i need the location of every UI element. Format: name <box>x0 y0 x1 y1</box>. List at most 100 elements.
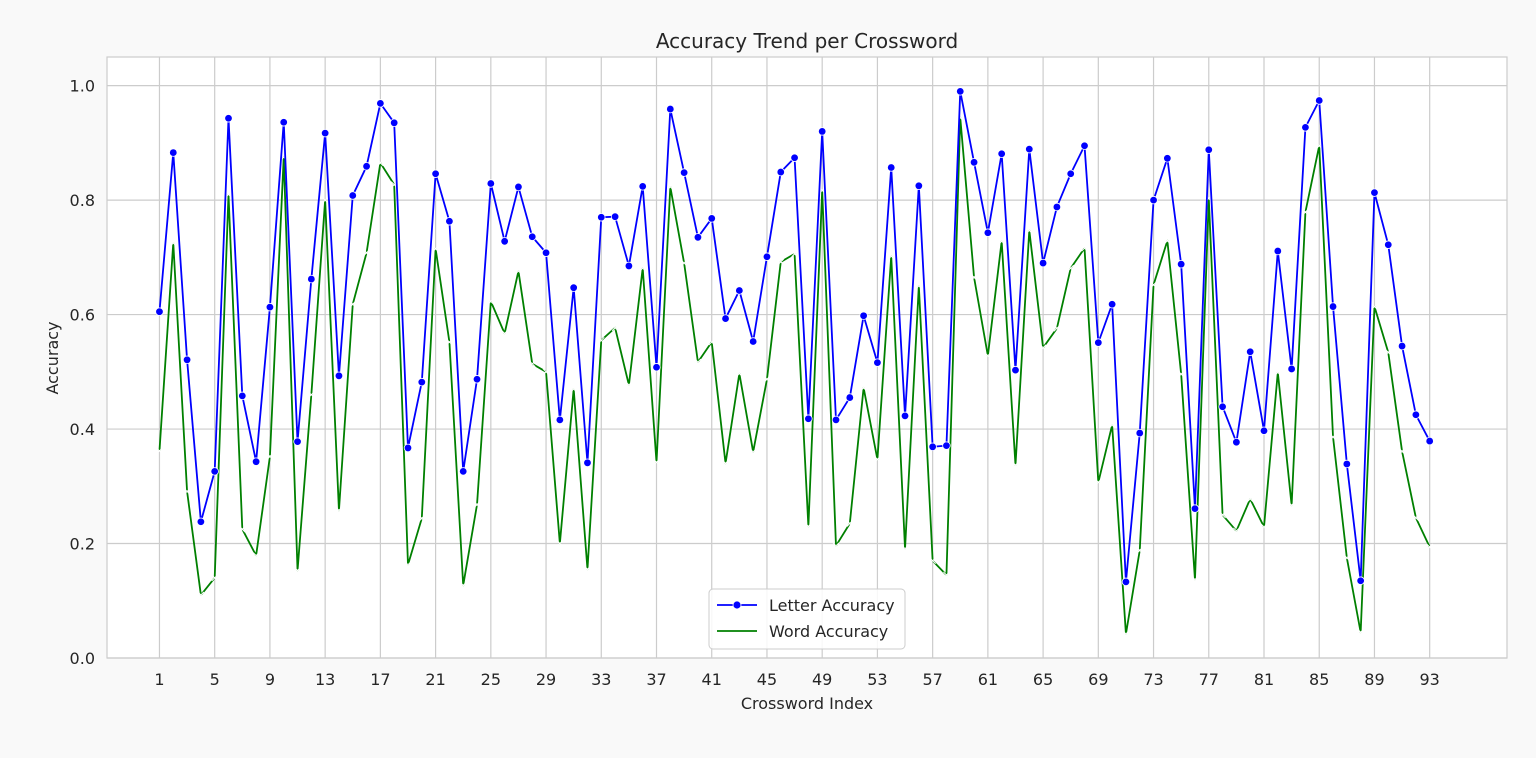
word-accuracy-point <box>584 565 591 573</box>
series-layer <box>155 87 1434 638</box>
letter-accuracy-point <box>748 337 758 346</box>
word-accuracy-point <box>1274 369 1282 376</box>
letter-accuracy-point <box>817 127 827 136</box>
word-accuracy-point <box>694 358 702 366</box>
letter-accuracy-point <box>1066 169 1075 178</box>
word-accuracy-point <box>874 456 881 463</box>
letter-accuracy-point <box>666 104 675 114</box>
letter-accuracy-point <box>1080 141 1089 150</box>
letter-accuracy-point <box>265 302 275 312</box>
letter-accuracy-point <box>721 314 730 323</box>
word-accuracy-point <box>446 338 453 346</box>
letter-accuracy-point <box>1384 240 1393 249</box>
letter-accuracy-point <box>486 179 496 188</box>
word-accuracy-point <box>404 561 412 569</box>
word-accuracy-point <box>998 237 1006 245</box>
word-accuracy-point <box>266 453 274 460</box>
word-accuracy-point <box>1163 237 1171 245</box>
word-accuracy-point <box>418 514 426 522</box>
letter-accuracy-point <box>900 411 910 421</box>
letter-accuracy-point <box>597 213 606 222</box>
word-accuracy-point <box>777 258 785 266</box>
word-accuracy-point <box>1260 523 1268 531</box>
word-accuracy-point <box>887 252 895 260</box>
tick-labels: 1 5 9 13 17 21 25 29 33 37 41 45 49 53 57 61 65 69 73 77 81 8… <box>70 77 1440 689</box>
legend-frame <box>708 588 906 650</box>
x-tick-label: 93 <box>1420 670 1440 689</box>
word-accuracy-point <box>197 591 205 599</box>
letter-accuracy-point <box>541 248 551 257</box>
word-accuracy-point <box>1025 227 1033 234</box>
letter-accuracy-point <box>514 182 523 192</box>
letter-accuracy-point <box>182 355 192 364</box>
x-tick-label: 77 <box>1199 670 1219 689</box>
word-accuracy-point <box>556 540 564 547</box>
letter-accuracy-point <box>459 467 468 476</box>
letter-accuracy-point <box>997 149 1006 158</box>
letter-accuracy-point <box>1038 258 1048 268</box>
word-accuracy-point <box>487 298 495 305</box>
word-accuracy-point <box>639 264 647 272</box>
word-accuracy-point <box>1191 576 1199 583</box>
word-accuracy-point <box>1426 543 1434 551</box>
word-accuracy-point <box>1219 511 1226 519</box>
letter-accuracy-point <box>928 442 937 451</box>
letter-accuracy-point <box>914 181 924 190</box>
x-tick-label: 5 <box>210 670 220 689</box>
word-accuracy-point <box>570 385 578 393</box>
letter-accuracy-point <box>1135 428 1144 438</box>
word-accuracy-point <box>1108 421 1116 429</box>
word-accuracy-point <box>708 338 716 346</box>
letter-accuracy-point <box>776 167 785 177</box>
letter-accuracy-point <box>334 371 344 381</box>
letter-accuracy-point <box>1301 123 1310 132</box>
letter-accuracy-point <box>555 415 565 425</box>
word-accuracy-point <box>832 542 840 550</box>
letter-accuracy-point <box>1370 188 1379 197</box>
letter-accuracy-point <box>196 517 206 526</box>
letter-accuracy-point <box>1232 438 1241 447</box>
letter-accuracy-point <box>528 232 537 241</box>
word-accuracy-point <box>735 370 743 377</box>
word-accuracy-point <box>1136 547 1144 554</box>
legend-letter-label: Letter Accuracy <box>769 596 895 615</box>
word-accuracy-point <box>169 239 177 247</box>
letter-accuracy-point <box>1218 402 1227 411</box>
word-accuracy-point <box>156 447 163 455</box>
letter-accuracy-point <box>859 311 868 320</box>
x-tick-label: 65 <box>1033 670 1053 689</box>
letter-accuracy-point <box>417 377 426 387</box>
x-tick-label: 9 <box>265 670 275 689</box>
letter-accuracy-point <box>1397 341 1407 351</box>
word-accuracy-point <box>1012 461 1019 469</box>
letter-accuracy-point <box>762 252 772 261</box>
letter-accuracy-point <box>1121 577 1131 587</box>
letter-accuracy-point <box>693 233 703 242</box>
word-accuracy-point <box>1067 264 1075 272</box>
chart-title: Accuracy Trend per Crossword <box>656 29 958 53</box>
word-accuracy-point <box>625 381 633 389</box>
letter-accuracy-point <box>307 274 316 284</box>
letter-accuracy-point <box>1176 260 1186 269</box>
letter-accuracy-point <box>1094 338 1103 347</box>
word-accuracy-point <box>970 274 978 281</box>
letter-accuracy-point <box>942 441 951 450</box>
letter-accuracy-point <box>569 283 578 292</box>
letter-accuracy-point <box>169 148 178 157</box>
legend-word-label: Word Accuracy <box>769 622 888 641</box>
word-accuracy-point <box>515 267 522 275</box>
word-accuracy-point <box>846 520 854 527</box>
x-tick-label: 25 <box>481 670 501 689</box>
word-accuracy-point <box>860 384 867 392</box>
word-accuracy-point <box>1384 348 1392 356</box>
letter-accuracy-point <box>403 443 413 453</box>
x-tick-label: 37 <box>646 670 666 689</box>
letter-accuracy-point <box>624 261 634 271</box>
word-accuracy-point <box>307 391 315 399</box>
word-accuracy-point <box>680 259 688 267</box>
letter-accuracy-point <box>1356 576 1365 585</box>
x-tick-label: 85 <box>1309 670 1329 689</box>
letter-accuracy-point <box>376 99 385 108</box>
letter-accuracy-point <box>969 158 979 167</box>
